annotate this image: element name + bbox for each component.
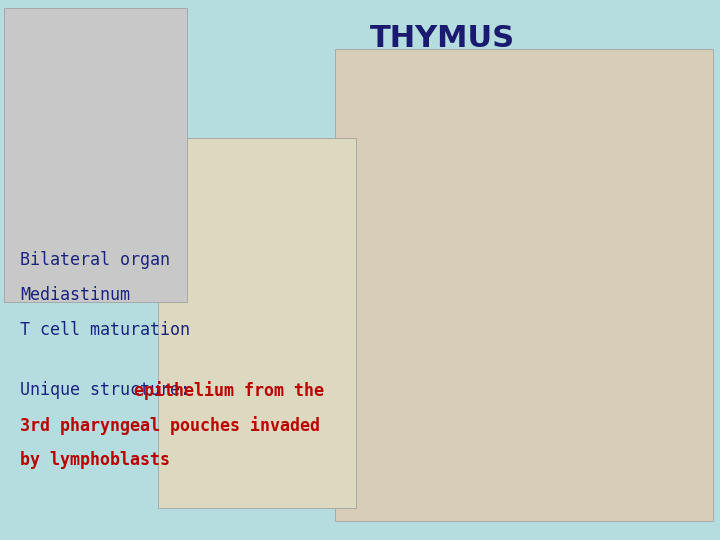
Bar xyxy=(335,49,713,521)
Text: THYMUS: THYMUS xyxy=(370,24,516,53)
Bar xyxy=(158,138,356,508)
Bar xyxy=(4,8,187,302)
Text: epithelium from the: epithelium from the xyxy=(134,381,323,400)
Text: Unique structure:: Unique structure: xyxy=(20,381,200,399)
Text: T cell maturation: T cell maturation xyxy=(20,321,190,339)
Text: Mediastinum: Mediastinum xyxy=(20,286,130,304)
Text: Bilateral organ: Bilateral organ xyxy=(20,251,170,269)
Text: by lymphoblasts: by lymphoblasts xyxy=(20,451,170,469)
Text: 3rd pharyngeal pouches invaded: 3rd pharyngeal pouches invaded xyxy=(20,416,320,435)
